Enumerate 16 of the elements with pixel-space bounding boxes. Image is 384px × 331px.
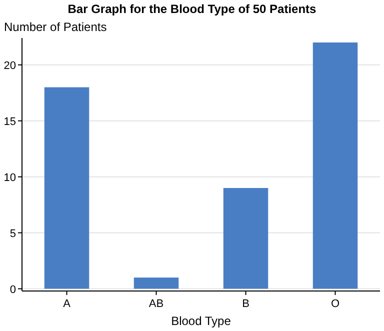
x-tick-label: AB	[148, 298, 164, 310]
bar	[223, 188, 268, 289]
bar	[312, 42, 358, 289]
y-tick-label: 15	[4, 116, 16, 128]
y-axis-title: Number of Patients	[4, 20, 107, 34]
x-axis-title: Blood Type	[171, 314, 232, 328]
y-tick-label: 10	[4, 172, 16, 184]
y-tick-label: 20	[4, 60, 16, 72]
x-tick-label: A	[63, 298, 72, 310]
chart-title: Bar Graph for the Blood Type of 50 Patients	[68, 2, 317, 16]
bar	[44, 87, 90, 289]
x-tick-label: O	[330, 298, 340, 310]
bar	[134, 278, 179, 289]
y-tick-label: 5	[10, 228, 16, 240]
y-tick-label: 0	[10, 284, 16, 296]
x-tick-label: B	[242, 298, 250, 310]
